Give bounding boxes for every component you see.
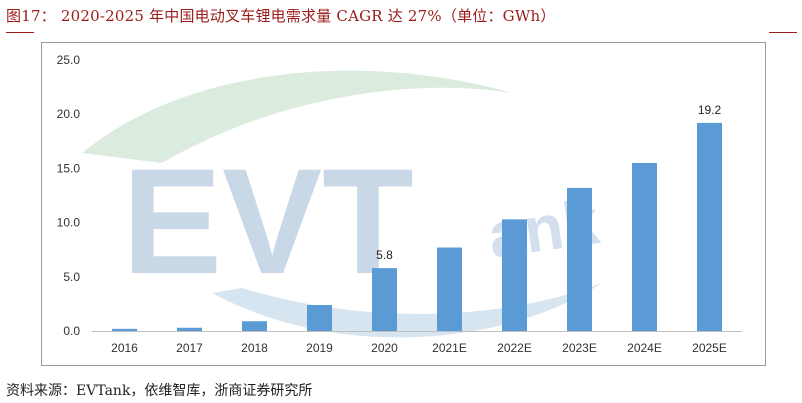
bar-2023E (567, 187, 592, 331)
x-tick-label: 2020 (371, 341, 398, 355)
x-tick-label: 2017 (176, 341, 203, 355)
watermark-text-main: EVT (122, 137, 414, 305)
bar-2017 (177, 327, 202, 331)
data-labels: 5.8 19.2 (376, 103, 721, 262)
bar-2016 (112, 328, 137, 331)
x-tick-label: 2024E (627, 341, 662, 355)
bar-2022E (502, 219, 527, 331)
bar-chart: EVT ank 0.05.010.015.020.025.0 2016 2017 2… (57, 53, 742, 355)
bar-2018 (242, 321, 267, 331)
chart-frame: EVT ank 0.0 5.0 10.0 15.0 20.0 25.0 2016 2017 2… (41, 42, 766, 366)
title-rule-left (6, 32, 34, 33)
y-tick-label: 5.0 (63, 270, 80, 284)
source-note: 资料来源：EVTank，依维智库，浙商证券研究所 (6, 383, 313, 399)
bar-2025E (697, 122, 722, 331)
x-tick-label: 2018 (241, 341, 268, 355)
bar-2020 (372, 268, 397, 331)
x-axis-ticks: 2016 2017 2018 2019 2020 2021E 2022E 2023E 2024E… (111, 341, 727, 355)
y-tick-label: 10.0 (57, 216, 81, 230)
figure-title: 图17： 2020-2025 年中国电动叉车锂电需求量 CAGR 达 27%（单… (6, 7, 556, 25)
y-tick-label: 15.0 (57, 161, 81, 175)
x-tick-label: 2021E (432, 341, 467, 355)
x-tick-label: 2022E (497, 341, 532, 355)
x-tick-label: 2019 (306, 341, 333, 355)
title-rule-right (769, 32, 797, 33)
x-tick-label: 2023E (562, 341, 597, 355)
bars (112, 122, 722, 331)
bar-2019 (307, 304, 332, 331)
y-tick-label: 20.0 (57, 107, 81, 121)
watermark-swoosh-top (82, 70, 512, 163)
data-label: 19.2 (698, 103, 722, 117)
data-label: 5.8 (376, 248, 393, 262)
bar-2021E (437, 247, 462, 331)
y-tick-label: 25.0 (57, 53, 81, 67)
y-tick-label: 0.0 (63, 324, 80, 338)
x-tick-label: 2016 (111, 341, 138, 355)
y-axis-ticks: 0.0 5.0 10.0 15.0 20.0 25.0 (57, 53, 81, 338)
x-tick-label: 2025E (692, 341, 727, 355)
bar-2024E (632, 162, 657, 331)
